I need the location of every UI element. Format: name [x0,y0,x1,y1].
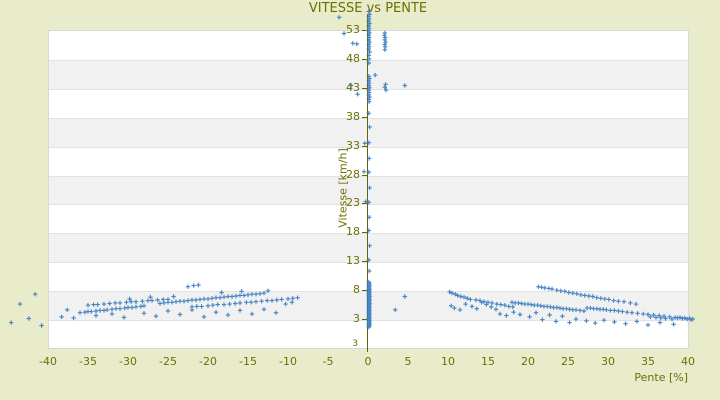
x-tick-label: -30 [119,355,137,368]
chart-title: VITESSE vs PENTE [308,1,428,16]
plot-band [49,88,688,118]
y-axis-line [367,14,368,352]
x-tick-label: 25 [561,355,575,368]
plot-band [49,117,688,147]
y-tick-label: 8 [353,283,360,296]
plot-band [49,320,688,348]
y-tick-label: 43 [346,81,360,94]
gridline [49,88,688,90]
x-tick-label: 20 [521,355,535,368]
x-tick-label: -35 [79,355,97,368]
y-tick-mark [362,59,367,60]
gridline [49,175,688,177]
x-tick-label: 0 [364,355,372,368]
y-tick-label: 53 [346,23,360,36]
y-tick-label: 38 [346,110,360,123]
y-tick-label: 3 [353,312,360,325]
y-tick-mark [362,319,367,320]
y-tick-mark [362,30,367,31]
x-tick-label: -20 [199,355,217,368]
x-tick-label: -25 [159,355,177,368]
gridline [49,117,688,119]
x-tick-label: -10 [279,355,297,368]
x-tick-label: 40 [681,355,695,368]
x-tick-label: 35 [641,355,655,368]
x-tick-label: -40 [39,355,57,368]
x-axis-title: Pente [%] [634,371,688,384]
y-tick-label: 18 [346,225,360,238]
y-tick-mark [362,88,367,89]
x-tick-label: -15 [239,355,257,368]
y-tick-mark [362,117,367,118]
gridline [49,204,688,206]
gridline [49,146,688,148]
x-tick-label: 15 [481,355,495,368]
y-tick-label: 48 [346,52,360,65]
y-tick-mark [362,290,367,291]
x-tick-label: 5 [404,355,412,368]
plot-band [49,146,688,176]
y-tick-label: 13 [346,254,360,267]
plot-band [49,31,688,60]
y-tick-label: 23 [346,196,360,209]
y-tick-label: 28 [346,168,360,181]
gridline [49,291,688,293]
gridline [49,59,688,61]
y-tick-mark [362,146,367,147]
plot-band [49,262,688,292]
y-axis-title: Vitesse [km/h] [336,148,350,228]
y-tick-mark [362,175,367,176]
y-tick-mark [362,203,367,204]
y-tick-mark [362,261,367,262]
gridline [49,320,688,322]
plot-band [49,291,688,321]
plot-band [49,233,688,263]
plot-area [48,30,689,349]
plot-band [49,204,688,234]
x-tick-label: 30 [601,355,615,368]
x-tick-label: -5 [322,355,334,368]
y-axis-corner-label: 3 [352,339,358,349]
y-tick-mark [362,232,367,233]
plot-band [49,59,688,89]
gridline [49,233,688,235]
y-tick-label: 33 [346,139,360,152]
x-tick-label: 10 [441,355,455,368]
plot-band [49,175,688,205]
gridline [49,262,688,264]
